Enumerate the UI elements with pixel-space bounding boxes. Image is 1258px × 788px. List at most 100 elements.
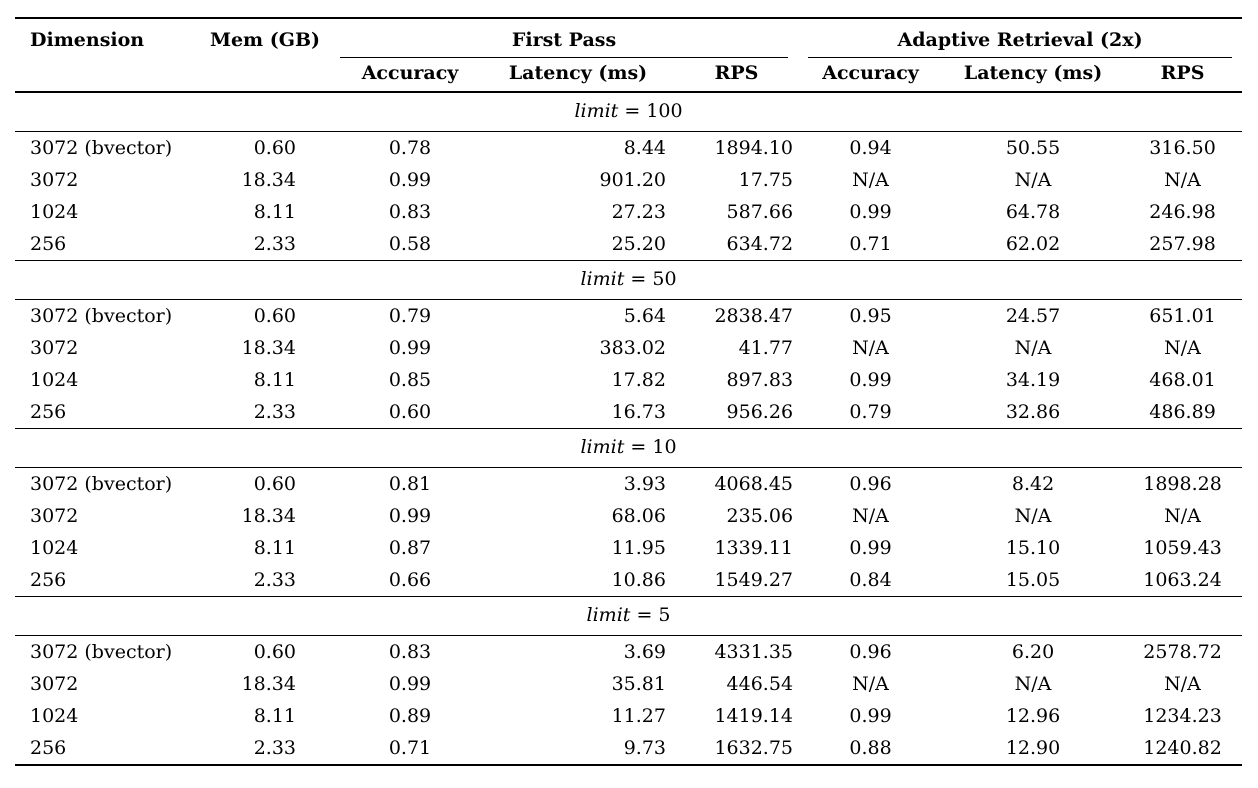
value-cell: 8.11 bbox=[253, 537, 296, 559]
value-cell: 68.06 bbox=[611, 505, 666, 527]
dimension-cell: 3072 bbox=[30, 505, 79, 527]
table-row: 1024 8.11 0.87 11.95 1339.11 0.99 15.10 … bbox=[15, 532, 1242, 564]
value-cell: 901.20 bbox=[599, 169, 666, 191]
value-cell: 1549.27 bbox=[714, 569, 794, 591]
value-cell: 64.78 bbox=[1005, 201, 1061, 223]
dimension-cell: 3072 (bvector) bbox=[30, 137, 173, 159]
value-cell: 0.71 bbox=[849, 233, 892, 255]
value-cell: 1419.14 bbox=[714, 705, 794, 727]
value-cell: 18.34 bbox=[241, 505, 296, 527]
table-row: 3072 18.34 0.99 68.06 235.06 N/A N/A N/A bbox=[15, 500, 1242, 532]
table-row: 3072 (bvector) 0.60 0.83 3.69 4331.35 0.… bbox=[15, 636, 1242, 669]
value-cell: 4331.35 bbox=[714, 641, 794, 663]
dimension-cell: 3072 (bvector) bbox=[30, 473, 173, 495]
section-title-value: = 100 bbox=[618, 100, 683, 122]
value-cell: 383.02 bbox=[599, 337, 666, 359]
value-cell: 4068.45 bbox=[714, 473, 794, 495]
value-cell: 17.75 bbox=[738, 169, 794, 191]
value-cell: 235.06 bbox=[726, 505, 794, 527]
value-cell: 1894.10 bbox=[714, 137, 794, 159]
table-row: 256 2.33 0.66 10.86 1549.27 0.84 15.05 1… bbox=[15, 564, 1242, 597]
value-cell: 0.99 bbox=[388, 337, 432, 359]
value-cell: 1898.28 bbox=[1143, 473, 1222, 495]
value-cell: 0.95 bbox=[849, 305, 892, 327]
value-cell: 2.33 bbox=[253, 737, 296, 759]
value-cell: 1234.23 bbox=[1143, 705, 1222, 727]
dimension-cell: 1024 bbox=[30, 369, 79, 391]
value-cell: 18.34 bbox=[241, 169, 296, 191]
value-cell: N/A bbox=[1164, 673, 1201, 695]
value-cell: 3.93 bbox=[623, 473, 666, 495]
value-cell: 18.34 bbox=[241, 673, 296, 695]
value-cell: N/A bbox=[1014, 673, 1052, 695]
dimension-cell: 1024 bbox=[30, 537, 79, 559]
value-cell: 0.60 bbox=[253, 641, 296, 663]
value-cell: 956.26 bbox=[726, 401, 794, 423]
value-cell: 5.64 bbox=[623, 305, 666, 327]
section-title-value: = 10 bbox=[624, 436, 677, 458]
section-header-limit-10: limit = 10 bbox=[15, 428, 1243, 468]
value-cell: 2578.72 bbox=[1143, 641, 1222, 663]
section-title-value: = 50 bbox=[624, 268, 677, 290]
value-cell: 12.90 bbox=[1005, 737, 1061, 759]
value-cell: 6.20 bbox=[1011, 641, 1055, 663]
col-header-fp-latency: Latency (ms) bbox=[490, 58, 680, 93]
value-cell: 1240.82 bbox=[1143, 737, 1222, 759]
value-cell: 1632.75 bbox=[714, 737, 794, 759]
section-header-limit-100: limit = 100 bbox=[15, 91, 1243, 132]
section-title-var: limit bbox=[574, 100, 619, 122]
dimension-cell: 256 bbox=[30, 737, 67, 759]
value-cell: 0.99 bbox=[849, 201, 892, 223]
value-cell: 41.77 bbox=[738, 337, 794, 359]
value-cell: 446.54 bbox=[726, 673, 794, 695]
value-cell: 246.98 bbox=[1149, 201, 1216, 223]
col-header-fp-rps: RPS bbox=[680, 58, 799, 93]
value-cell: 35.81 bbox=[611, 673, 666, 695]
section-title: limit = 5 bbox=[15, 596, 1243, 636]
value-cell: N/A bbox=[852, 673, 889, 695]
value-cell: 0.99 bbox=[388, 505, 432, 527]
value-cell: 34.19 bbox=[1005, 369, 1061, 391]
value-cell: 486.89 bbox=[1149, 401, 1216, 423]
value-cell: 0.79 bbox=[388, 305, 432, 327]
col-header-ar-accuracy: Accuracy bbox=[798, 58, 944, 93]
header-row-groups: Dimension Mem (GB) First Pass Adaptive R… bbox=[15, 18, 1242, 93]
dimension-cell: 256 bbox=[30, 569, 67, 591]
section-title: limit = 10 bbox=[15, 428, 1243, 468]
value-cell: 0.99 bbox=[388, 673, 432, 695]
value-cell: 0.66 bbox=[388, 569, 432, 591]
group-header-adaptive-retrieval-label: Adaptive Retrieval (2x) bbox=[808, 29, 1233, 58]
value-cell: N/A bbox=[1164, 169, 1201, 191]
value-cell: N/A bbox=[1164, 337, 1201, 359]
value-cell: 1063.24 bbox=[1143, 569, 1222, 591]
table-row: 256 2.33 0.71 9.73 1632.75 0.88 12.90 12… bbox=[15, 732, 1242, 765]
value-cell: 0.78 bbox=[388, 137, 432, 159]
table-row: 1024 8.11 0.89 11.27 1419.14 0.99 12.96 … bbox=[15, 700, 1242, 732]
section-title-var: limit bbox=[580, 268, 625, 290]
value-cell: 257.98 bbox=[1149, 233, 1216, 255]
value-cell: 0.99 bbox=[849, 705, 892, 727]
table-row: 3072 18.34 0.99 35.81 446.54 N/A N/A N/A bbox=[15, 668, 1242, 700]
value-cell: 0.96 bbox=[849, 641, 892, 663]
value-cell: 62.02 bbox=[1005, 233, 1061, 255]
table-row: 3072 (bvector) 0.60 0.81 3.93 4068.45 0.… bbox=[15, 468, 1242, 501]
group-header-first-pass: First Pass bbox=[330, 18, 798, 58]
value-cell: 1059.43 bbox=[1143, 537, 1222, 559]
value-cell: 8.11 bbox=[253, 201, 296, 223]
dimension-cell: 1024 bbox=[30, 201, 79, 223]
value-cell: 50.55 bbox=[1005, 137, 1061, 159]
value-cell: 0.89 bbox=[388, 705, 432, 727]
value-cell: 3.69 bbox=[623, 641, 666, 663]
value-cell: 0.79 bbox=[849, 401, 892, 423]
page: Dimension Mem (GB) First Pass Adaptive R… bbox=[15, 17, 1243, 766]
value-cell: 0.84 bbox=[849, 569, 892, 591]
col-header-dimension: Dimension bbox=[15, 18, 200, 93]
value-cell: 16.73 bbox=[611, 401, 666, 423]
group-header-first-pass-label: First Pass bbox=[340, 29, 789, 58]
dimension-cell: 256 bbox=[30, 233, 67, 255]
benchmark-table: Dimension Mem (GB) First Pass Adaptive R… bbox=[15, 17, 1243, 766]
value-cell: 0.83 bbox=[388, 641, 432, 663]
header-row-metrics: Accuracy Latency (ms) RPS Accuracy Laten… bbox=[15, 58, 1243, 93]
value-cell: 15.05 bbox=[1005, 569, 1061, 591]
value-cell: 24.57 bbox=[1005, 305, 1061, 327]
